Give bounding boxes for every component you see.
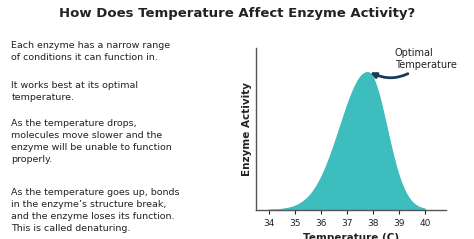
X-axis label: Temperature (C): Temperature (C) [303, 233, 399, 239]
Text: As the temperature goes up, bonds
in the enzyme’s structure break,
and the enzym: As the temperature goes up, bonds in the… [11, 188, 180, 234]
Text: As the temperature drops,
molecules move slower and the
enzyme will be unable to: As the temperature drops, molecules move… [11, 119, 172, 164]
Text: How Does Temperature Affect Enzyme Activity?: How Does Temperature Affect Enzyme Activ… [59, 7, 415, 20]
Y-axis label: Enzyme Activity: Enzyme Activity [242, 82, 252, 176]
Text: Optimal
Temperature: Optimal Temperature [373, 48, 457, 78]
Text: Each enzyme has a narrow range
of conditions it can function in.: Each enzyme has a narrow range of condit… [11, 41, 171, 62]
Text: It works best at its optimal
temperature.: It works best at its optimal temperature… [11, 81, 138, 102]
